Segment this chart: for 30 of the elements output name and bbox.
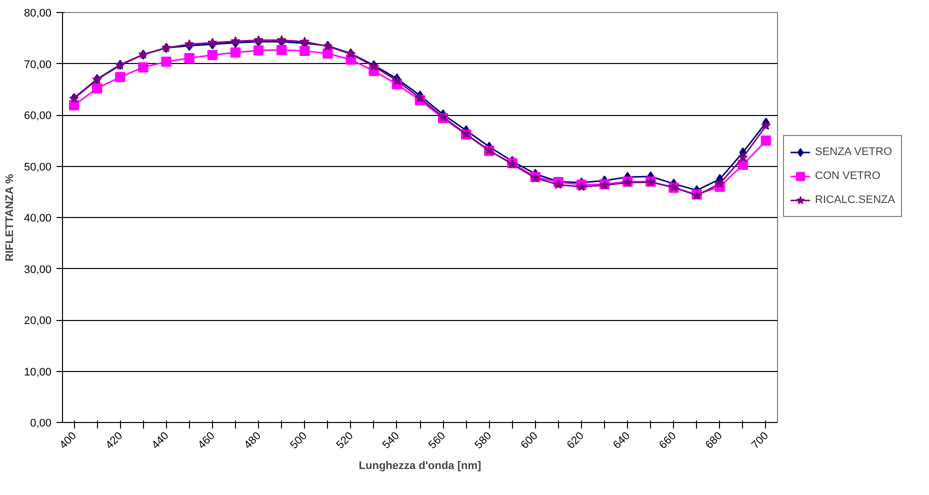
x-tick-label: 660 bbox=[657, 430, 679, 452]
y-tick-label: 50,00 bbox=[24, 161, 52, 174]
x-tick-label: 500 bbox=[288, 430, 310, 452]
x-tick-label: 600 bbox=[518, 430, 540, 452]
y-tick-label: 20,00 bbox=[24, 315, 52, 327]
x-tick-label: 460 bbox=[196, 430, 218, 452]
x-tick-label: 640 bbox=[611, 430, 633, 452]
y-tick-label: 60,00 bbox=[24, 110, 52, 122]
y-tick-label: 30,00 bbox=[24, 264, 52, 276]
x-tick-label: 480 bbox=[242, 430, 264, 452]
y-tick-label: 40,00 bbox=[24, 212, 52, 224]
x-tick-label: 400 bbox=[58, 430, 79, 452]
x-tick-label: 440 bbox=[150, 430, 172, 452]
y-tick-label: 70,00 bbox=[24, 58, 52, 71]
x-tick-label: 680 bbox=[703, 430, 725, 452]
y-axis-title: RIFLETTANZA % bbox=[4, 174, 16, 262]
legend-label: CON VETRO bbox=[815, 170, 880, 182]
legend-label: RICALC.SENZA bbox=[815, 194, 896, 206]
x-tick-label: 420 bbox=[104, 430, 126, 452]
x-tick-label: 520 bbox=[334, 430, 356, 452]
y-tick-label: 0,00 bbox=[30, 418, 52, 430]
x-tick-label: 620 bbox=[564, 430, 586, 452]
y-tick-label: 10,00 bbox=[24, 366, 52, 378]
x-tick-label: 560 bbox=[426, 430, 448, 452]
x-tick-label: 540 bbox=[380, 430, 402, 452]
y-tick-label: 80,00 bbox=[24, 8, 52, 20]
x-tick-label: 580 bbox=[472, 430, 494, 452]
x-axis-title: Lunghezza d'onda [nm] bbox=[358, 460, 482, 472]
x-tick-label: 700 bbox=[749, 430, 771, 452]
legend-label: SENZA VETRO bbox=[815, 146, 892, 158]
